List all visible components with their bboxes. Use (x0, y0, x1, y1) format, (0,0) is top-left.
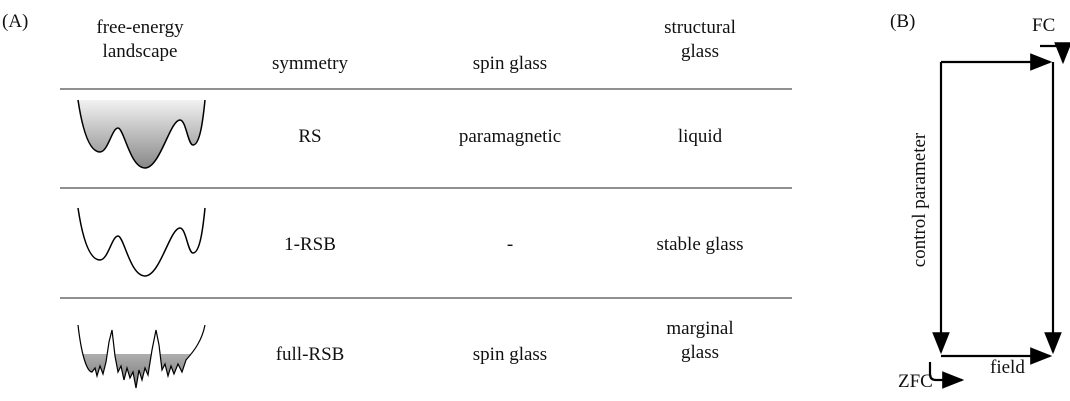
table-cell: marginal glass (666, 318, 734, 363)
x-axis-label: field (990, 357, 1025, 378)
landscape-1rsb (77, 207, 206, 277)
table-cell: 1-RSB (284, 234, 336, 255)
column-header: structural glass (664, 17, 736, 62)
table-rules (60, 88, 792, 299)
landscape-full-rsb (77, 324, 206, 389)
table-cell: - (506, 234, 514, 255)
table-cell: liquid (677, 126, 723, 147)
landscape-rs (77, 99, 206, 169)
panel-label: (A) (2, 11, 29, 32)
panel-label: (B) (890, 11, 916, 32)
protocol-arrows (928, 42, 1070, 389)
table-cell: RS (298, 126, 322, 147)
zfc-label: ZFC (898, 371, 933, 392)
table-cell: full-RSB (275, 344, 345, 365)
table-cell: spin glass (472, 344, 548, 365)
table-cell: paramagnetic (458, 126, 562, 147)
fc-label: FC (1032, 15, 1056, 36)
y-axis-label: control parameter (909, 132, 930, 268)
column-header: symmetry (272, 53, 348, 74)
column-header: spin glass (472, 53, 548, 74)
table-cell: stable glass (656, 234, 744, 255)
column-header: free-energy landscape (96, 17, 184, 62)
